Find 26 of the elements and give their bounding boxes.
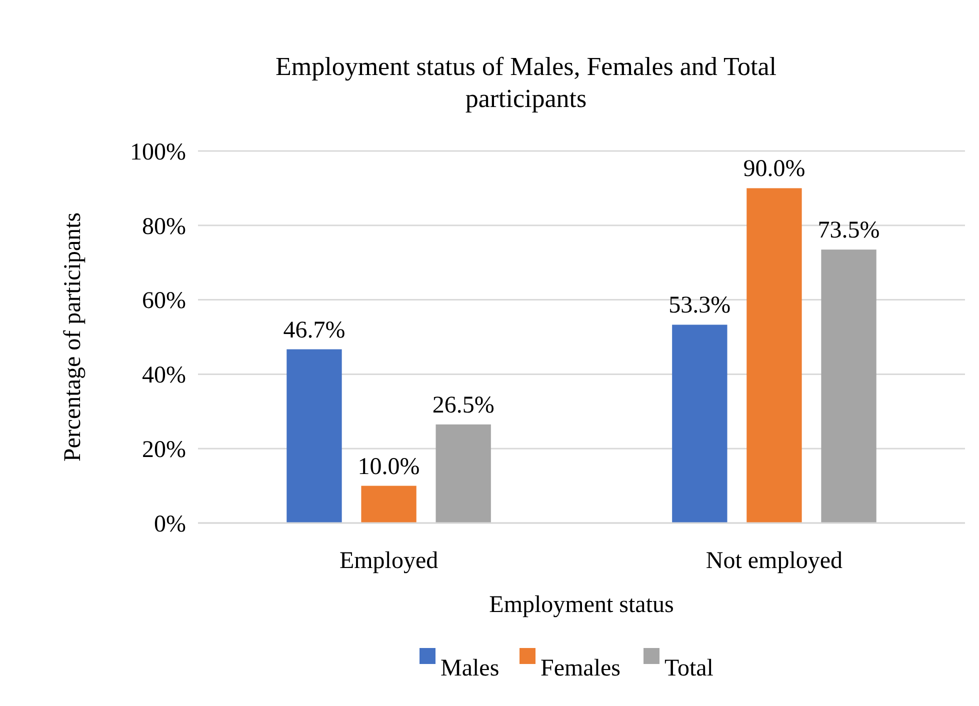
bar bbox=[286, 349, 342, 523]
data-label: 90.0% bbox=[743, 156, 806, 182]
data-label: 53.3% bbox=[668, 292, 731, 319]
chart-title: Employment status of Males, Females and Total participants bbox=[275, 52, 777, 113]
y-tick-label: 40% bbox=[142, 362, 186, 389]
x-tick-label: Employed bbox=[339, 548, 438, 574]
data-label: 73.5% bbox=[818, 218, 880, 244]
legend-label: Females bbox=[540, 656, 620, 682]
bar bbox=[746, 188, 802, 523]
y-tick-label: 20% bbox=[142, 437, 186, 463]
legend-label: Males bbox=[440, 656, 500, 682]
y-axis-title: Percentage of participants bbox=[60, 212, 86, 462]
bar bbox=[436, 424, 491, 523]
y-tick-label: 60% bbox=[142, 288, 186, 314]
x-axis-title: Employment status bbox=[489, 592, 674, 618]
bar bbox=[672, 324, 728, 523]
legend-label: Total bbox=[664, 656, 714, 682]
y-tick-label: 0% bbox=[154, 511, 186, 538]
data-label: 26.5% bbox=[432, 392, 494, 418]
x-tick-label: Not employed bbox=[706, 548, 843, 574]
y-tick-label: 80% bbox=[142, 214, 186, 240]
bar bbox=[361, 486, 416, 523]
data-label: 46.7% bbox=[283, 317, 346, 344]
data-label: 10.0% bbox=[358, 454, 420, 480]
bar bbox=[821, 250, 876, 523]
y-tick-label: 100% bbox=[130, 139, 186, 166]
